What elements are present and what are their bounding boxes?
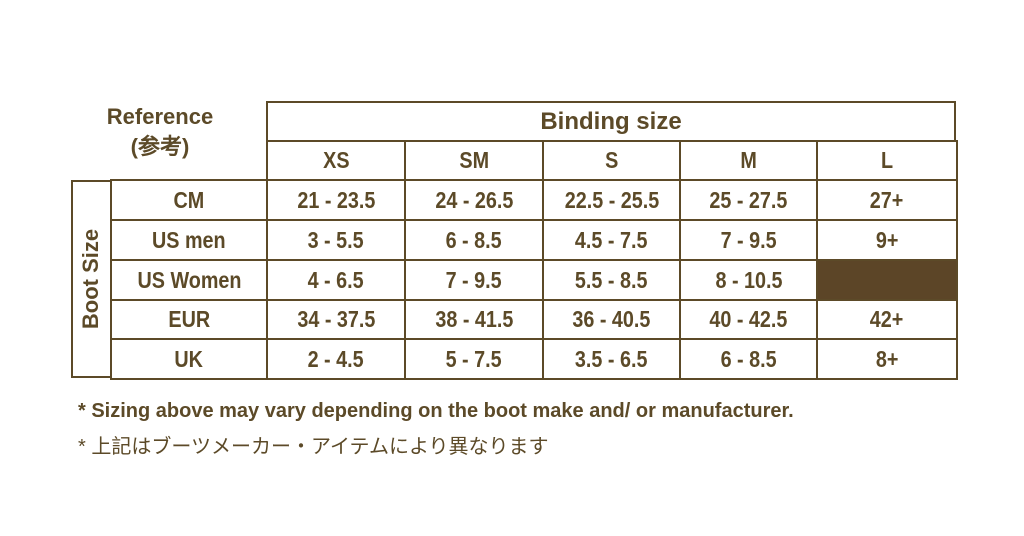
table-cell: 3.5 - 6.5 <box>542 338 681 380</box>
table-cell: 25 - 27.5 <box>679 179 818 221</box>
table-cell: 6 - 8.5 <box>679 338 818 380</box>
reference-text-jp: (参考) <box>130 134 190 159</box>
table-cell: 27+ <box>816 179 958 221</box>
row-label: EUR <box>110 299 268 340</box>
table-cell: 40 - 42.5 <box>679 299 818 340</box>
table-cell: 4 - 6.5 <box>266 259 406 301</box>
row-label: US men <box>110 219 268 261</box>
table-cell: 8 - 10.5 <box>679 259 818 301</box>
column-header-xs: XS <box>266 140 406 181</box>
table-cell: 2 - 4.5 <box>266 338 406 380</box>
column-header-m: M <box>679 140 818 181</box>
table-cell: 6 - 8.5 <box>404 219 544 261</box>
table-cell: 42+ <box>816 299 958 340</box>
table-cell: 3 - 5.5 <box>266 219 406 261</box>
note-japanese: * 上記はブーツメーカー・アイテムにより異なります <box>78 436 549 458</box>
column-header-l: L <box>816 140 958 181</box>
table-cell: 7 - 9.5 <box>679 219 818 261</box>
column-header-sm: SM <box>404 140 544 181</box>
table-cell: 9+ <box>816 219 958 261</box>
empty-filled-cell <box>816 259 958 301</box>
row-label: CM <box>110 179 268 221</box>
note-english: * Sizing above may vary depending on the… <box>78 400 794 422</box>
table-cell: 5 - 7.5 <box>404 338 544 380</box>
table-cell: 8+ <box>816 338 958 380</box>
table-cell: 5.5 - 8.5 <box>542 259 681 301</box>
table-cell: 36 - 40.5 <box>542 299 681 340</box>
reference-label: Reference (参考) <box>90 102 230 162</box>
table-cell: 24 - 26.5 <box>404 179 544 221</box>
table-cell: 7 - 9.5 <box>404 259 544 301</box>
table-cell: 22.5 - 25.5 <box>542 179 681 221</box>
row-label: UK <box>110 338 268 380</box>
table-cell: 34 - 37.5 <box>266 299 406 340</box>
binding-size-header: Binding size <box>266 101 956 142</box>
column-header-s: S <box>542 140 681 181</box>
boot-size-label: Boot Size <box>71 180 112 378</box>
row-label: US Women <box>110 259 268 301</box>
table-cell: 21 - 23.5 <box>266 179 406 221</box>
reference-text: Reference <box>106 104 214 129</box>
table-cell: 38 - 41.5 <box>404 299 544 340</box>
table-cell: 4.5 - 7.5 <box>542 219 681 261</box>
